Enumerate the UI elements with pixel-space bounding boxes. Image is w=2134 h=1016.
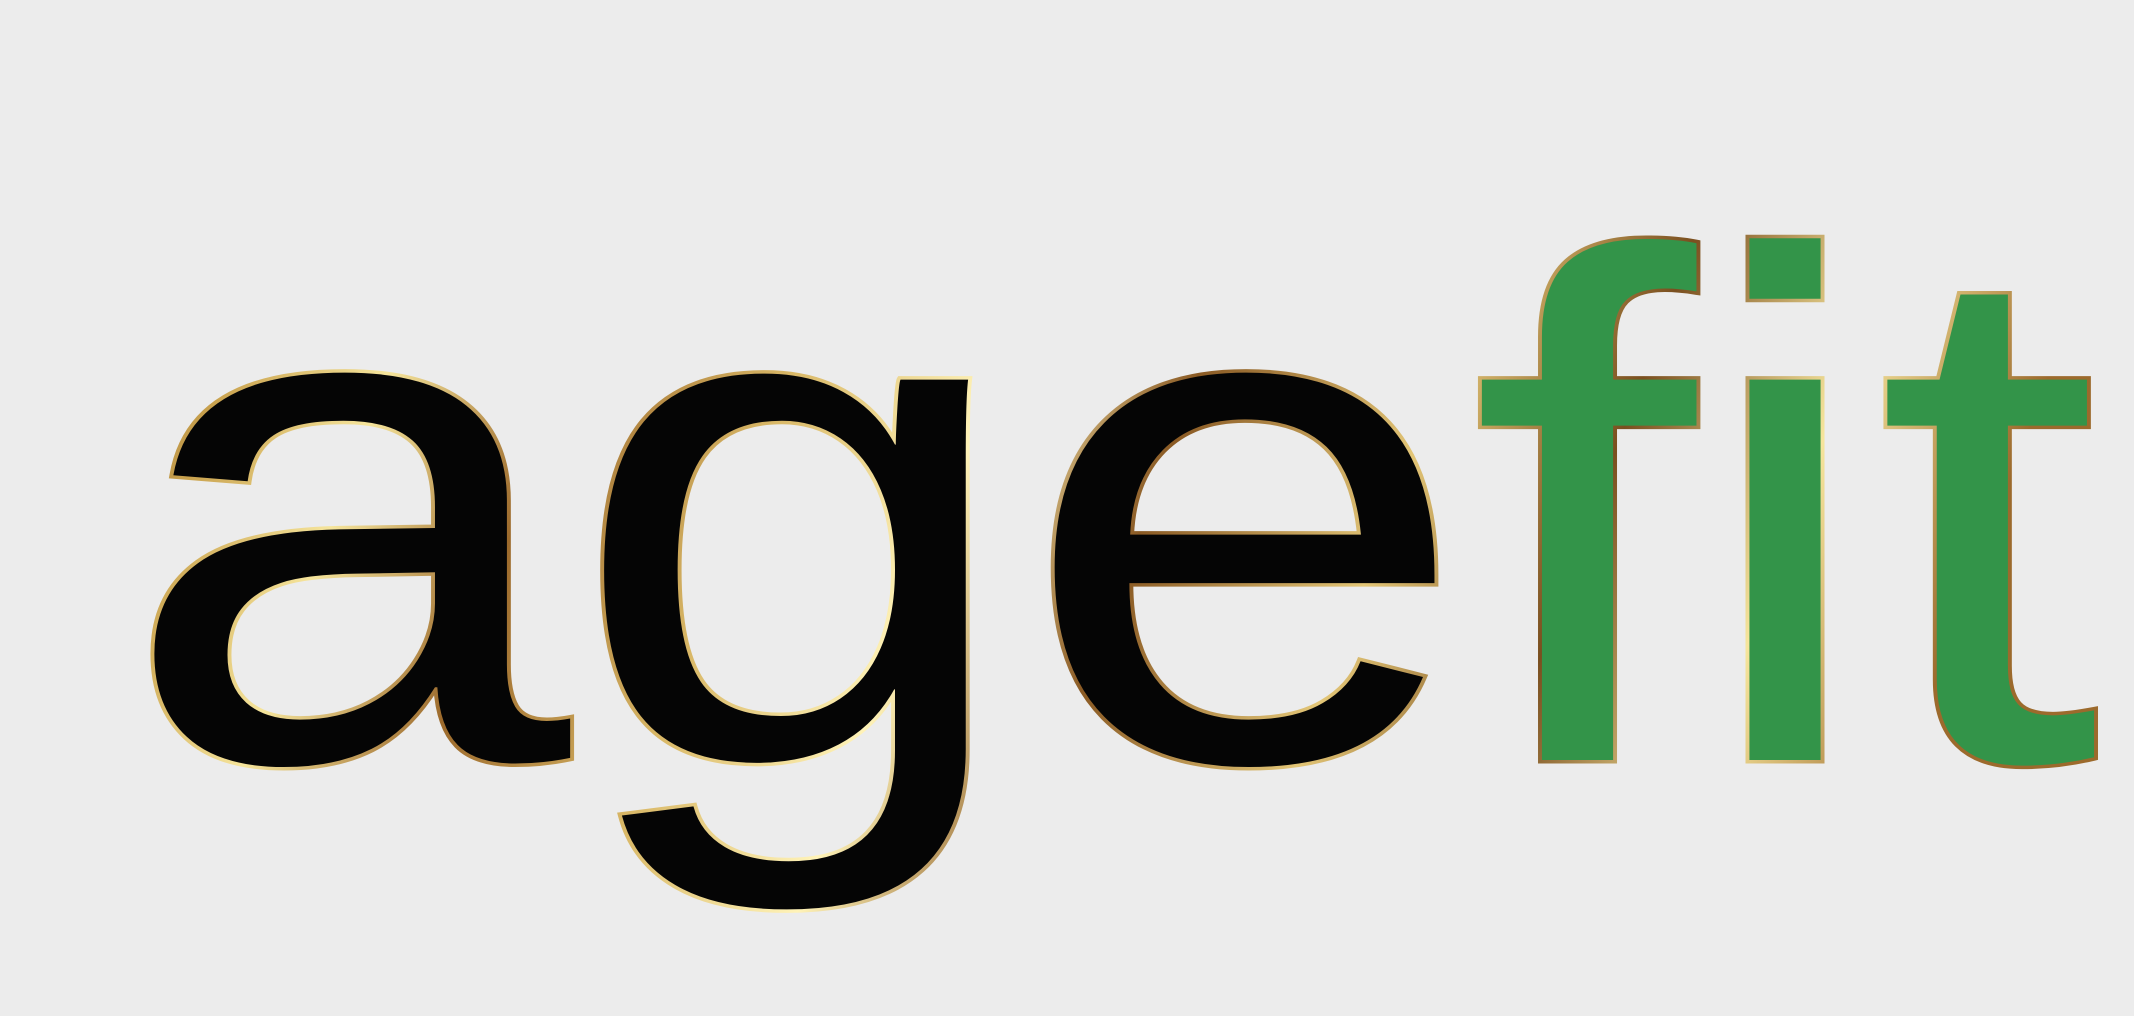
logo-wordmark: age fit — [120, 108, 2103, 918]
logo-text-fit: fit — [1470, 108, 2102, 913]
logo-text-age: age — [120, 108, 1470, 918]
